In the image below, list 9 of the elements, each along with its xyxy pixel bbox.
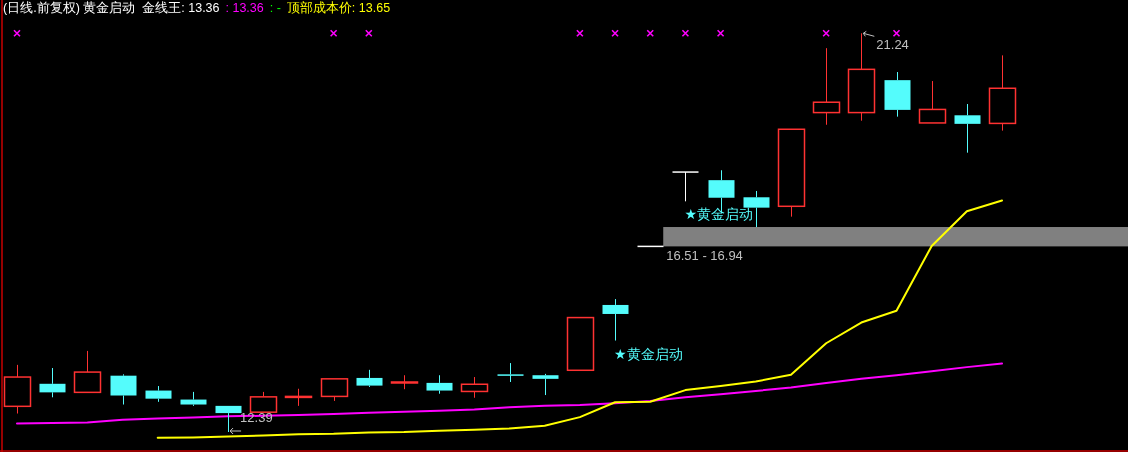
title: (日线.前复权) 黄金启动 [3, 1, 136, 15]
annotation: : 13.36 [225, 1, 264, 15]
value-label: ★黄金启动 [614, 345, 683, 362]
annotation: 金线王: 13.36 [142, 1, 220, 15]
annotation: : - [269, 1, 281, 15]
band-label: 16.51 - 16.94 [666, 248, 743, 264]
value-label: ★黄金启动 [684, 206, 753, 223]
value-label: 21.24 [876, 37, 909, 53]
annotation: 顶部成本价: 13.65 [286, 1, 391, 15]
